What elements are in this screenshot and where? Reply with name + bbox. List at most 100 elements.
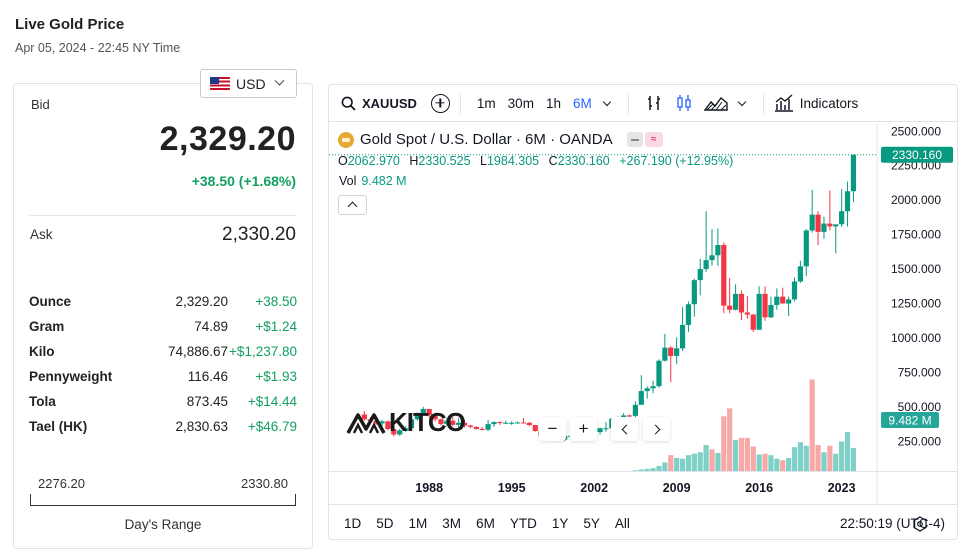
candle-body: [444, 420, 450, 425]
unit-row: Pennyweight 116.46 +$1.93: [29, 364, 297, 389]
volume-bar: [644, 468, 650, 471]
candle-body: [697, 269, 703, 281]
unit-row: Tael (HK) 2,830.63 +$46.79: [29, 414, 297, 439]
candle-body: [833, 224, 839, 227]
unit-change: +38.50: [255, 294, 297, 309]
candle-body: [839, 211, 845, 225]
zoom-in-button[interactable]: +: [570, 417, 597, 441]
volume-bar: [632, 470, 639, 471]
scroll-left-button[interactable]: [611, 417, 638, 441]
range-1M[interactable]: 1M: [408, 515, 428, 531]
currency-value: USD: [236, 75, 266, 92]
range-1D[interactable]: 1D: [344, 515, 362, 531]
time-axis-label: 1988: [415, 481, 443, 495]
interval-dropdown-chevron-icon[interactable]: [602, 97, 611, 106]
candle-body: [703, 260, 709, 270]
open-value: 2062.970: [347, 154, 400, 168]
price-axis-label: 2000.000: [891, 193, 941, 207]
indicators-button[interactable]: Indicators: [774, 94, 858, 112]
chart-area[interactable]: 250.000 500.000 750.000 1000.000 1250.000 150…: [329, 123, 958, 532]
chart-type-dropdown-chevron-icon[interactable]: [737, 97, 746, 106]
range-bar: 1D 5D 1M 3M 6M YTD 1Y 5Y All 22:50:19 (U…: [329, 504, 957, 539]
volume-bar: [691, 453, 697, 471]
volume-bar: [762, 453, 768, 471]
ask-price: 2,330.20: [222, 224, 296, 245]
chart-settings-button[interactable]: [912, 516, 928, 532]
candle-body: [526, 422, 532, 426]
collapse-legend-button[interactable]: [338, 195, 367, 215]
market-closed-badge-icon[interactable]: [626, 132, 643, 147]
legend-title: Gold Spot / U.S. Dollar · 6M · OANDA: [360, 131, 613, 148]
day-range-bar: [30, 494, 296, 507]
price-axis-label: 1000.000: [891, 331, 941, 345]
symbol-search-button[interactable]: XAUUSD: [341, 96, 417, 111]
candle-body: [715, 244, 721, 256]
candle-body: [797, 266, 803, 282]
unit-name: Gram: [29, 319, 65, 334]
volume-bar: [786, 458, 792, 471]
range-3M[interactable]: 3M: [442, 515, 462, 531]
interval-6M[interactable]: 6M: [572, 95, 592, 111]
range-6M[interactable]: 6M: [476, 515, 495, 531]
volume-bar: [809, 379, 815, 471]
candle-body: [509, 422, 515, 424]
scroll-right-button[interactable]: [643, 417, 670, 441]
volume-bar: [815, 445, 821, 471]
range-YTD[interactable]: YTD: [509, 515, 537, 531]
gold-bar-icon: [338, 131, 354, 148]
candle-body: [738, 293, 745, 313]
area-chart-type-icon[interactable]: [703, 93, 728, 113]
legend-title-row: Gold Spot / U.S. Dollar · 6M · OANDA ≈: [338, 131, 663, 148]
price-axis-label: 1750.000: [891, 228, 941, 242]
candle-body: [691, 280, 697, 305]
candle-body: [762, 293, 768, 318]
candle-body: [391, 428, 397, 435]
ohlc-values: O2062.970 H2330.525 L1984.305 C2330.160 …: [338, 154, 739, 168]
toolbar-separator: [762, 92, 764, 114]
zoom-out-button[interactable]: −: [539, 417, 566, 441]
scroll-controls: [611, 417, 670, 441]
volume-bar: [774, 458, 780, 471]
open-label: O: [338, 154, 348, 168]
bid-label: Bid: [31, 97, 50, 112]
volume-bar: [803, 445, 809, 471]
last-price-label: 2330.160: [892, 148, 942, 162]
page-subtitle: Apr 05, 2024 - 22:45 NY Time: [15, 41, 181, 55]
unit-row: Tola 873.45 +$14.44: [29, 389, 297, 414]
range-1Y[interactable]: 1Y: [551, 515, 569, 531]
unit-price: 2,830.63: [175, 419, 228, 434]
interval-1m[interactable]: 1m: [476, 95, 496, 111]
unit-name: Pennyweight: [29, 369, 113, 384]
compare-symbol-button[interactable]: [430, 93, 450, 113]
volume-bar: [768, 455, 774, 471]
volume-bar: [732, 440, 739, 471]
gear-icon: [913, 516, 927, 532]
range-5D[interactable]: 5D: [376, 515, 394, 531]
bar-chart-type-icon[interactable]: [644, 93, 664, 113]
chevron-right-icon: [650, 424, 660, 434]
interval-1h[interactable]: 1h: [545, 95, 561, 111]
candle-body: [821, 223, 827, 232]
range-All[interactable]: All: [614, 515, 630, 531]
candlestick-chart[interactable]: 250.000 500.000 750.000 1000.000 1250.000 150…: [329, 123, 958, 504]
currency-select[interactable]: USD: [200, 69, 297, 98]
candle-body: [662, 347, 668, 361]
data-delay-badge-icon[interactable]: ≈: [644, 132, 663, 147]
kitco-logo-icon: [346, 412, 386, 434]
divider: [29, 215, 297, 216]
candles-chart-type-icon[interactable]: [674, 93, 694, 113]
unit-price: 74,886.67: [167, 344, 228, 359]
candle-body: [420, 408, 426, 415]
candle-body: [679, 324, 686, 349]
unit-change: +$14.44: [247, 394, 297, 409]
unit-price: 116.46: [187, 369, 228, 384]
candle-body: [373, 420, 379, 424]
zoom-controls: − +: [539, 417, 597, 441]
volume-bar: [668, 455, 674, 471]
range-5Y[interactable]: 5Y: [583, 515, 600, 531]
candle-body: [638, 391, 644, 405]
chart-clock: 22:50:19 (UTC-4): [839, 515, 945, 531]
interval-30m[interactable]: 30m: [507, 95, 534, 111]
low-value: 1984.305: [486, 154, 540, 168]
chevron-down-icon: [274, 75, 285, 86]
